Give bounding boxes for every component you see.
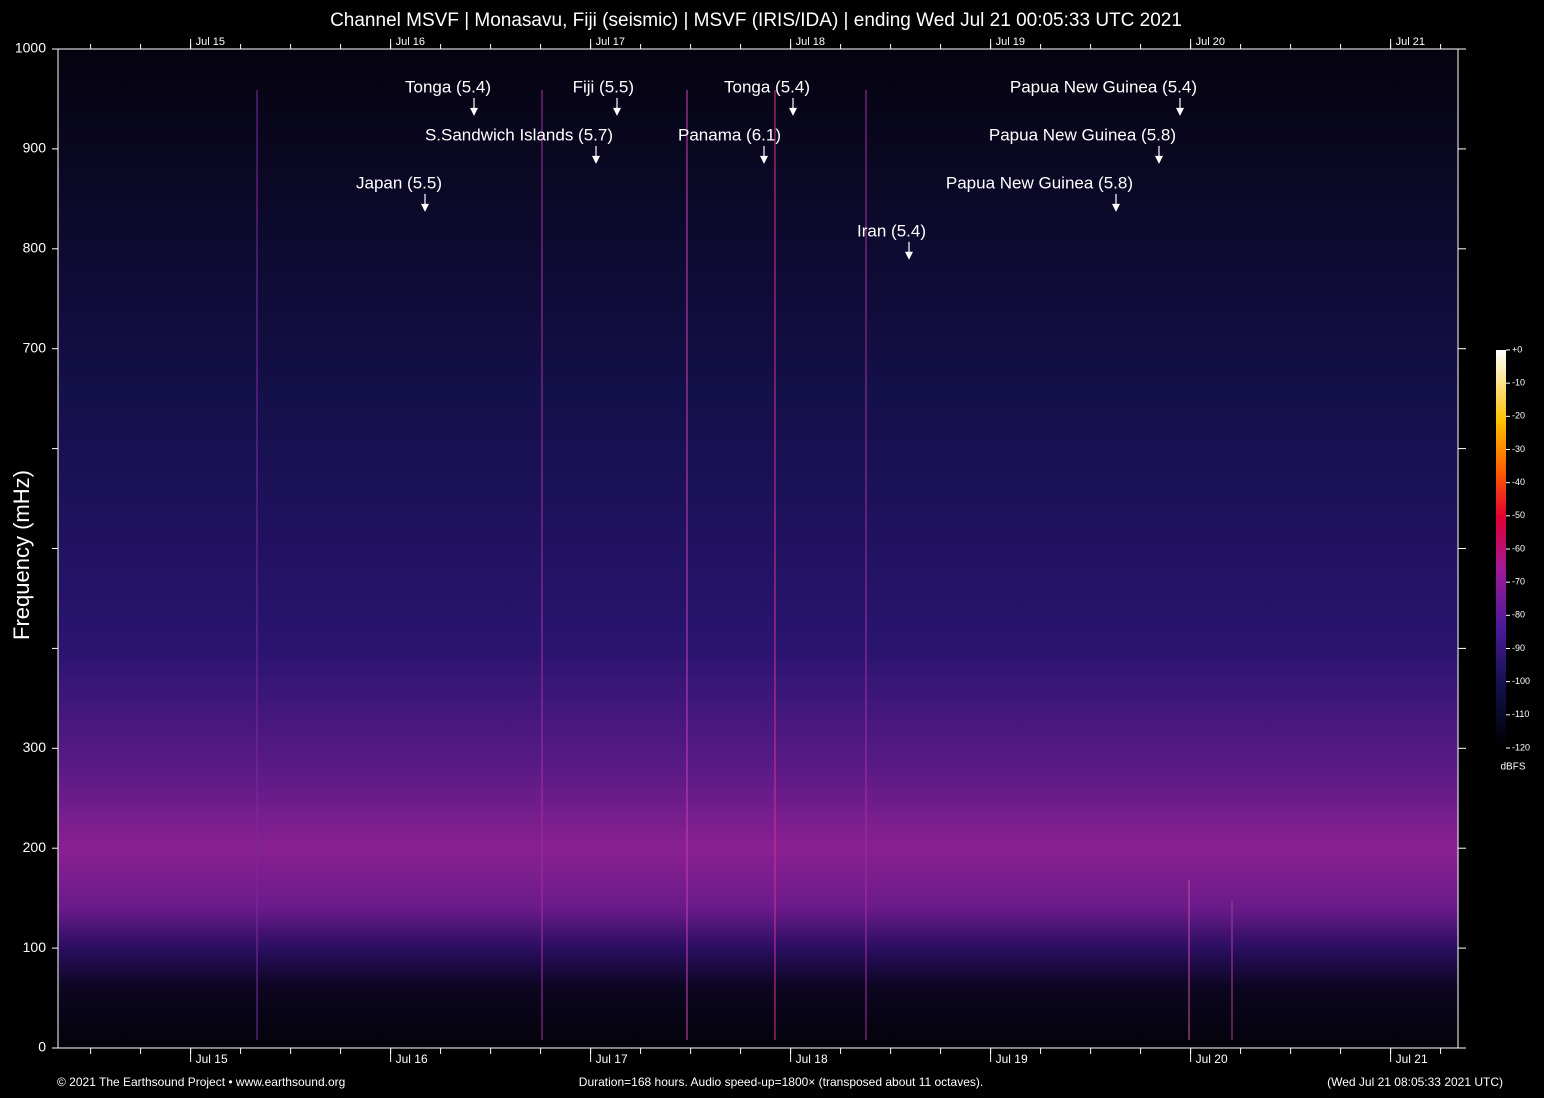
annotation-arrow <box>1112 203 1120 212</box>
annotation-label: Papua New Guinea (5.8) <box>989 125 1176 144</box>
colorbar-tick-label: -80 <box>1512 610 1525 620</box>
colorbar-tick-label: -20 <box>1512 411 1525 421</box>
annotation-label: Papua New Guinea (5.4) <box>1010 77 1197 96</box>
annotation-label: Japan (5.5) <box>356 173 442 192</box>
annotation-arrow <box>1155 155 1163 164</box>
annotation-label: Iran (5.4) <box>857 221 926 240</box>
event-streaks <box>256 90 1233 1040</box>
annotation-arrow <box>1176 107 1184 116</box>
y-tick-label: 100 <box>23 939 47 955</box>
x-tick-label-top: Jul 15 <box>196 36 225 48</box>
x-tick-label: Jul 18 <box>796 1052 828 1066</box>
annotation-label: Tonga (5.4) <box>405 77 491 96</box>
annotation-label: S.Sandwich Islands (5.7) <box>425 125 613 144</box>
annotation-arrow <box>789 107 797 116</box>
colorbar-tick-label: -40 <box>1512 477 1525 487</box>
colorbar-tick-label: -100 <box>1512 676 1530 686</box>
colorbar-tick-label: -110 <box>1512 709 1529 719</box>
colorbar-tick-label: -120 <box>1512 742 1530 752</box>
x-tick-label-top: Jul 20 <box>1196 36 1225 48</box>
colorbar-tick-label: -70 <box>1512 577 1525 587</box>
colorbar-label: dBFS <box>1500 762 1525 773</box>
footer-right: (Wed Jul 21 08:05:33 2021 UTC) <box>1327 1075 1503 1089</box>
annotation-arrow <box>905 251 913 260</box>
x-tick-label: Jul 20 <box>1196 1052 1228 1066</box>
annotation-label: Papua New Guinea (5.8) <box>946 173 1133 192</box>
y-tick-label: 800 <box>23 240 47 256</box>
annotation-arrow <box>760 155 768 164</box>
y-tick-label: 1000 <box>15 40 46 56</box>
y-axis-label: Frequency (mHz) <box>9 470 34 640</box>
x-tick-label-top: Jul 19 <box>996 36 1025 48</box>
x-tick-label: Jul 19 <box>996 1052 1028 1066</box>
x-tick-label-top: Jul 17 <box>596 36 625 48</box>
x-tick-label: Jul 16 <box>396 1052 428 1066</box>
y-tick-label: 900 <box>23 140 47 156</box>
footer-center: Duration=168 hours. Audio speed-up=1800×… <box>579 1075 983 1089</box>
colorbar-tick-label: -90 <box>1512 643 1525 653</box>
colorbar-tick-label: +0 <box>1512 344 1522 354</box>
colorbar-tick-label: -60 <box>1512 543 1525 553</box>
annotation-label: Fiji (5.5) <box>573 77 634 96</box>
x-tick-label-top: Jul 16 <box>396 36 425 48</box>
x-tick-label-top: Jul 21 <box>1396 36 1425 48</box>
y-tick-label: 0 <box>38 1039 46 1055</box>
annotation-arrow <box>421 203 429 212</box>
y-tick-label: 700 <box>23 339 47 355</box>
footer-left: © 2021 The Earthsound Project • www.eart… <box>57 1075 345 1089</box>
annotation-label: Panama (6.1) <box>678 125 781 144</box>
colorbar <box>1496 350 1506 748</box>
annotation-arrow <box>470 107 478 116</box>
x-tick-label: Jul 21 <box>1396 1052 1428 1066</box>
annotation-label: Tonga (5.4) <box>724 77 810 96</box>
chart-title: Channel MSVF | Monasavu, Fiji (seismic) … <box>330 10 1182 31</box>
x-tick-label-top: Jul 18 <box>796 36 825 48</box>
colorbar-tick-label: -50 <box>1512 510 1525 520</box>
colorbar-tick-label: -30 <box>1512 444 1525 454</box>
x-tick-label: Jul 17 <box>596 1052 628 1066</box>
y-tick-label: 200 <box>23 839 47 855</box>
colorbar-tick-label: -10 <box>1512 378 1525 388</box>
spectrogram-image <box>58 49 1458 1048</box>
x-tick-label: Jul 15 <box>196 1052 228 1066</box>
y-tick-label: 300 <box>23 739 47 755</box>
annotation-arrow <box>592 155 600 164</box>
annotation-arrow <box>613 107 621 116</box>
